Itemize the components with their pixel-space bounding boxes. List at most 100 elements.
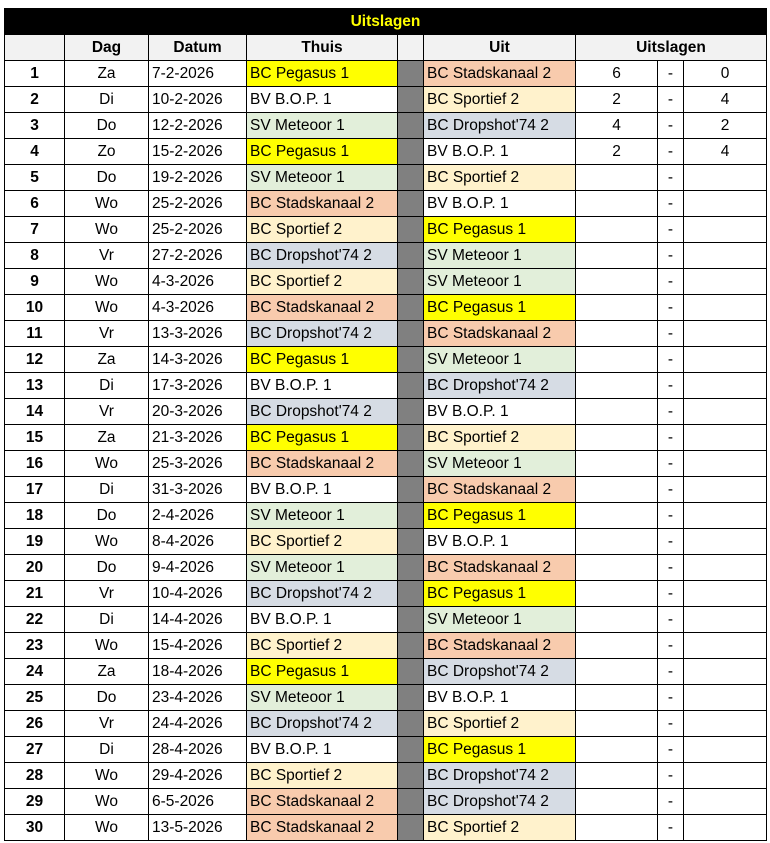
home-team-cell[interactable]: BC Sportief 2	[246, 268, 398, 295]
home-team-cell[interactable]: BC Sportief 2	[246, 632, 398, 659]
away-team-cell[interactable]: BC Dropshot'74 2	[423, 788, 576, 815]
away-team-cell[interactable]: BC Stadskanaal 2	[423, 60, 576, 87]
away-score-cell[interactable]: 4	[683, 86, 767, 113]
score-dash-cell[interactable]: -	[657, 398, 684, 425]
date-cell[interactable]: 2-4-2026	[148, 502, 247, 529]
away-score-cell[interactable]	[683, 736, 767, 763]
date-cell[interactable]: 4-3-2026	[148, 268, 247, 295]
separator-cell[interactable]	[397, 762, 424, 789]
away-team-cell[interactable]: BC Dropshot'74 2	[423, 112, 576, 139]
date-cell[interactable]: 9-4-2026	[148, 554, 247, 581]
date-cell[interactable]: 21-3-2026	[148, 424, 247, 451]
home-score-cell[interactable]	[575, 684, 658, 711]
date-cell[interactable]: 12-2-2026	[148, 112, 247, 139]
away-team-cell[interactable]: BC Pegasus 1	[423, 216, 576, 243]
match-number-cell[interactable]: 6	[4, 190, 65, 217]
day-cell[interactable]: Wo	[64, 528, 149, 555]
score-dash-cell[interactable]: -	[657, 138, 684, 165]
separator-cell[interactable]	[397, 814, 424, 841]
separator-cell[interactable]	[397, 346, 424, 373]
home-score-cell[interactable]	[575, 216, 658, 243]
day-cell[interactable]: Wo	[64, 762, 149, 789]
day-cell[interactable]: Do	[64, 112, 149, 139]
home-score-cell[interactable]	[575, 502, 658, 529]
match-number-cell[interactable]: 10	[4, 294, 65, 321]
away-score-cell[interactable]	[683, 346, 767, 373]
away-score-cell[interactable]	[683, 294, 767, 321]
match-number-cell[interactable]: 13	[4, 372, 65, 399]
separator-cell[interactable]	[397, 606, 424, 633]
match-number-cell[interactable]: 15	[4, 424, 65, 451]
separator-cell[interactable]	[397, 502, 424, 529]
separator-cell[interactable]	[397, 320, 424, 347]
match-number-cell[interactable]: 2	[4, 86, 65, 113]
day-cell[interactable]: Wo	[64, 788, 149, 815]
separator-cell[interactable]	[397, 216, 424, 243]
score-dash-cell[interactable]: -	[657, 710, 684, 737]
away-score-cell[interactable]	[683, 632, 767, 659]
away-score-cell[interactable]	[683, 242, 767, 269]
home-team-cell[interactable]: BV B.O.P. 1	[246, 736, 398, 763]
home-score-cell[interactable]	[575, 450, 658, 477]
home-score-cell[interactable]: 4	[575, 112, 658, 139]
home-team-cell[interactable]: BC Stadskanaal 2	[246, 190, 398, 217]
score-dash-cell[interactable]: -	[657, 814, 684, 841]
score-dash-cell[interactable]: -	[657, 424, 684, 451]
away-team-cell[interactable]: BV B.O.P. 1	[423, 190, 576, 217]
away-team-cell[interactable]: SV Meteoor 1	[423, 606, 576, 633]
away-team-cell[interactable]: BC Sportief 2	[423, 814, 576, 841]
day-cell[interactable]: Wo	[64, 450, 149, 477]
separator-cell[interactable]	[397, 398, 424, 425]
away-score-cell[interactable]	[683, 398, 767, 425]
date-cell[interactable]: 15-4-2026	[148, 632, 247, 659]
match-number-cell[interactable]: 12	[4, 346, 65, 373]
separator-cell[interactable]	[397, 164, 424, 191]
away-team-cell[interactable]: BV B.O.P. 1	[423, 138, 576, 165]
date-cell[interactable]: 25-2-2026	[148, 216, 247, 243]
away-score-cell[interactable]	[683, 502, 767, 529]
day-cell[interactable]: Wo	[64, 632, 149, 659]
day-cell[interactable]: Di	[64, 736, 149, 763]
home-score-cell[interactable]	[575, 164, 658, 191]
home-team-cell[interactable]: SV Meteoor 1	[246, 554, 398, 581]
match-number-cell[interactable]: 3	[4, 112, 65, 139]
day-cell[interactable]: Vr	[64, 242, 149, 269]
day-cell[interactable]: Za	[64, 60, 149, 87]
away-team-cell[interactable]: BC Pegasus 1	[423, 502, 576, 529]
separator-cell[interactable]	[397, 190, 424, 217]
home-score-cell[interactable]	[575, 372, 658, 399]
score-dash-cell[interactable]: -	[657, 112, 684, 139]
home-team-cell[interactable]: BC Stadskanaal 2	[246, 294, 398, 321]
date-cell[interactable]: 14-4-2026	[148, 606, 247, 633]
home-team-cell[interactable]: BC Sportief 2	[246, 762, 398, 789]
away-score-cell[interactable]	[683, 424, 767, 451]
score-dash-cell[interactable]: -	[657, 346, 684, 373]
score-dash-cell[interactable]: -	[657, 320, 684, 347]
date-cell[interactable]: 17-3-2026	[148, 372, 247, 399]
home-team-cell[interactable]: BV B.O.P. 1	[246, 476, 398, 503]
home-score-cell[interactable]	[575, 242, 658, 269]
separator-cell[interactable]	[397, 294, 424, 321]
away-team-cell[interactable]: BV B.O.P. 1	[423, 528, 576, 555]
score-dash-cell[interactable]: -	[657, 762, 684, 789]
date-cell[interactable]: 10-2-2026	[148, 86, 247, 113]
away-score-cell[interactable]	[683, 528, 767, 555]
away-team-cell[interactable]: BC Dropshot'74 2	[423, 372, 576, 399]
away-score-cell[interactable]	[683, 320, 767, 347]
home-score-cell[interactable]: 2	[575, 86, 658, 113]
day-cell[interactable]: Di	[64, 372, 149, 399]
day-cell[interactable]: Di	[64, 476, 149, 503]
separator-cell[interactable]	[397, 788, 424, 815]
home-score-cell[interactable]	[575, 398, 658, 425]
separator-cell[interactable]	[397, 112, 424, 139]
away-team-cell[interactable]: BC Sportief 2	[423, 424, 576, 451]
separator-cell[interactable]	[397, 60, 424, 87]
match-number-cell[interactable]: 18	[4, 502, 65, 529]
match-number-cell[interactable]: 1	[4, 60, 65, 87]
home-team-cell[interactable]: BC Pegasus 1	[246, 60, 398, 87]
date-cell[interactable]: 31-3-2026	[148, 476, 247, 503]
away-team-cell[interactable]: BC Sportief 2	[423, 86, 576, 113]
date-cell[interactable]: 19-2-2026	[148, 164, 247, 191]
score-dash-cell[interactable]: -	[657, 580, 684, 607]
home-score-cell[interactable]	[575, 320, 658, 347]
